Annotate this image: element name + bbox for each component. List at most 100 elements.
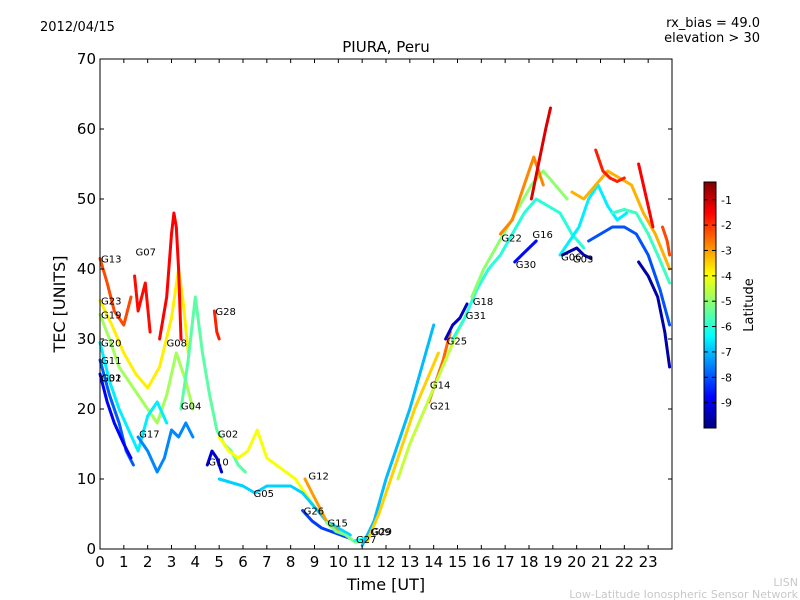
sat-label-g29: G29 [372, 527, 392, 538]
x-tick-label: 7 [262, 553, 272, 571]
y-tick-label: 20 [77, 400, 96, 418]
sat-label-g12: G12 [308, 472, 328, 483]
x-tick-label: 17 [496, 553, 515, 571]
series-g06 [558, 183, 629, 257]
x-tick-label: 11 [353, 553, 372, 571]
y-tick-label: 30 [77, 330, 96, 348]
series-g30 [513, 239, 538, 264]
series-s_d [587, 225, 672, 327]
series-g19 [98, 313, 195, 425]
x-tick-label: 21 [591, 553, 610, 571]
sat-label-g13: G13 [101, 255, 121, 266]
series-g17 [136, 421, 195, 474]
y-tick-label: 0 [86, 540, 96, 558]
colorbar-tick-label: -3 [721, 244, 732, 257]
series-g04 [179, 295, 247, 474]
series-s_g [661, 225, 672, 257]
x-tick-label: 13 [400, 553, 419, 571]
elevation-label: elevation > 30 [664, 31, 760, 46]
x-tick-label: 1 [119, 553, 129, 571]
colorbar-tick-label: -2 [721, 219, 732, 232]
series-g29 [365, 351, 440, 544]
sat-label-g19: G19 [101, 311, 121, 322]
y-axis-label: TEC [UNITS] [50, 256, 69, 354]
y-tick-label: 70 [77, 50, 96, 68]
colorbar-label: Latitude [742, 278, 757, 332]
x-tick-label: 16 [472, 553, 491, 571]
series-g18 [470, 169, 569, 299]
sat-label-g30: G30 [516, 260, 536, 271]
sat-label-g17: G17 [139, 430, 159, 441]
sat-label-g16: G16 [532, 230, 552, 241]
series-g08 [158, 211, 183, 341]
colorbar [704, 182, 716, 428]
x-tick-label: 15 [448, 553, 467, 571]
y-tick-label: 10 [77, 470, 96, 488]
x-tick-label: 3 [167, 553, 177, 571]
sat-label-g28: G28 [215, 307, 235, 318]
x-tick-label: 5 [214, 553, 224, 571]
colorbar-tick-label: -7 [721, 346, 732, 359]
sat-label-g23: G23 [101, 297, 121, 308]
series-g31 [451, 197, 586, 341]
sat-label-g18: G18 [473, 297, 493, 308]
watermark-network: Low-Latitude Ionospheric Sensor Network [569, 588, 798, 600]
sat-label-g32: G32 [101, 374, 121, 385]
rx-bias-label: rx_bias = 49.0 [666, 16, 760, 31]
x-tick-label: 6 [238, 553, 248, 571]
x-tick-label: 9 [310, 553, 320, 571]
y-tick-label: 50 [77, 190, 96, 208]
series-g10 [205, 449, 224, 474]
colorbar-tick-label: -9 [721, 397, 732, 410]
series-g02 [217, 428, 316, 509]
x-tick-label: 22 [615, 553, 634, 571]
series-g15 [324, 520, 364, 544]
sat-label-g27: G27 [356, 535, 376, 546]
x-tick-label: 4 [191, 553, 201, 571]
series-g25 [444, 302, 469, 341]
x-tick-label: 0 [95, 553, 105, 571]
series-g01 [98, 372, 133, 460]
series-g16 [529, 106, 552, 201]
sat-label-g11: G11 [101, 356, 121, 367]
sat-label-g14: G14 [430, 381, 450, 392]
series-s_f [610, 208, 672, 285]
sat-label-g03: G03 [573, 255, 593, 266]
sat-label-g25: G25 [447, 336, 467, 347]
colorbar-tick-label: -4 [721, 270, 732, 283]
colorbar-frame [703, 181, 717, 429]
series-g07 [133, 274, 152, 334]
x-tick-label: 23 [639, 553, 658, 571]
sat-label-g22: G22 [501, 234, 521, 245]
colorbar-tick-label: -1 [721, 194, 732, 207]
sat-label-g26: G26 [304, 507, 324, 518]
colorbar-tick-label: -5 [721, 295, 732, 308]
sat-label-g06: G06 [561, 252, 581, 263]
colorbar-ticks: -1 -2 -3 -4 -5 -6 -7 -8 -9 [704, 194, 732, 410]
sat-label-g15: G15 [327, 518, 347, 529]
x-axis-label: Time [UT] [346, 575, 425, 594]
series-g20 [98, 341, 169, 453]
sat-label-g02: G02 [218, 430, 238, 441]
chart-title: PIURA, Peru [342, 38, 429, 56]
sat-label-g10: G10 [208, 458, 228, 469]
series-g26 [301, 509, 352, 540]
plot-data-layer [98, 106, 672, 547]
sat-label-g21: G21 [430, 402, 450, 413]
axes-layer: 0 1 2 3 4 5 6 7 8 9 10 11 12 13 14 15 16 17 18 19 20 21 22 2301… [77, 50, 672, 571]
colorbar-tick-label: -6 [721, 321, 732, 334]
y-tick-label: 40 [77, 260, 96, 278]
series-s_c [637, 162, 655, 229]
sat-label-g09: G09 [370, 528, 390, 539]
sat-label-g08: G08 [167, 339, 187, 350]
sat-label-g31: G31 [466, 311, 486, 322]
series-s_e [637, 260, 672, 369]
date-label: 2012/04/15 [40, 20, 115, 35]
x-tick-label: 10 [329, 553, 348, 571]
watermark-lisn: LISN [773, 576, 798, 589]
x-tick-label: 19 [543, 553, 562, 571]
series-g13 [98, 257, 133, 327]
series-g09 [360, 323, 436, 547]
